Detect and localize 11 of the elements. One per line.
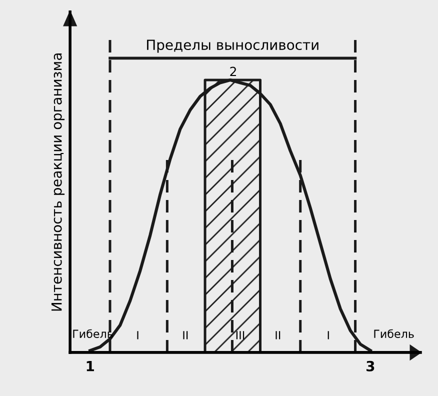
- text: 1: [86, 361, 94, 372]
- annotation: I: [328, 331, 329, 340]
- text: 3: [366, 360, 374, 372]
- annotation: II: [276, 331, 280, 340]
- annotation: II: [183, 331, 188, 340]
- text: 2: [230, 66, 236, 76]
- annotation: Гибель: [374, 329, 414, 338]
- annotation: III: [236, 331, 244, 340]
- annotation: I: [137, 331, 138, 340]
- text: Пределы выносливости: [147, 40, 318, 53]
- y-axis-title: Интенсивность реакции организма: [52, 54, 65, 311]
